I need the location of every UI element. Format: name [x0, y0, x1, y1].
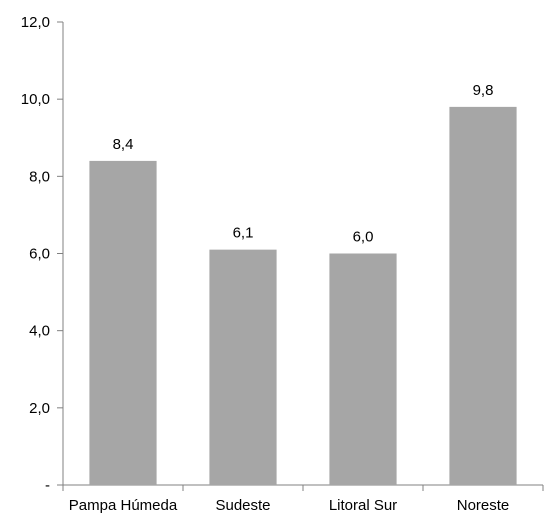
data-label: 8,4: [113, 136, 134, 153]
y-tick-label: 6,0: [29, 246, 50, 263]
y-tick-label: 10,0: [21, 91, 50, 108]
y-tick-label: -: [45, 477, 50, 494]
data-label: 9,8: [473, 82, 494, 99]
y-tick-label: 12,0: [21, 14, 50, 31]
bar: [329, 253, 397, 485]
y-tick-label: 2,0: [29, 400, 50, 417]
x-category-label: Sudeste: [215, 497, 270, 514]
bars: [89, 106, 517, 485]
data-labels: 8,4 6,1 6,0 9,8: [113, 82, 494, 246]
y-tick-label: 8,0: [29, 168, 50, 185]
bar: [209, 249, 277, 485]
y-tick-label: 4,0: [29, 323, 50, 340]
x-axis: Pampa Húmeda Sudeste Litoral Sur Noreste: [62, 484, 544, 514]
x-category-label: Pampa Húmeda: [69, 497, 178, 514]
x-category-label: Litoral Sur: [329, 497, 397, 514]
y-axis: - 2,0 4,0 6,0 8,0 10,0 12,0: [21, 14, 64, 494]
data-label: 6,0: [353, 229, 374, 246]
bar: [449, 106, 517, 485]
data-label: 6,1: [233, 225, 254, 242]
x-category-label: Noreste: [457, 497, 510, 514]
bar: [89, 160, 157, 485]
